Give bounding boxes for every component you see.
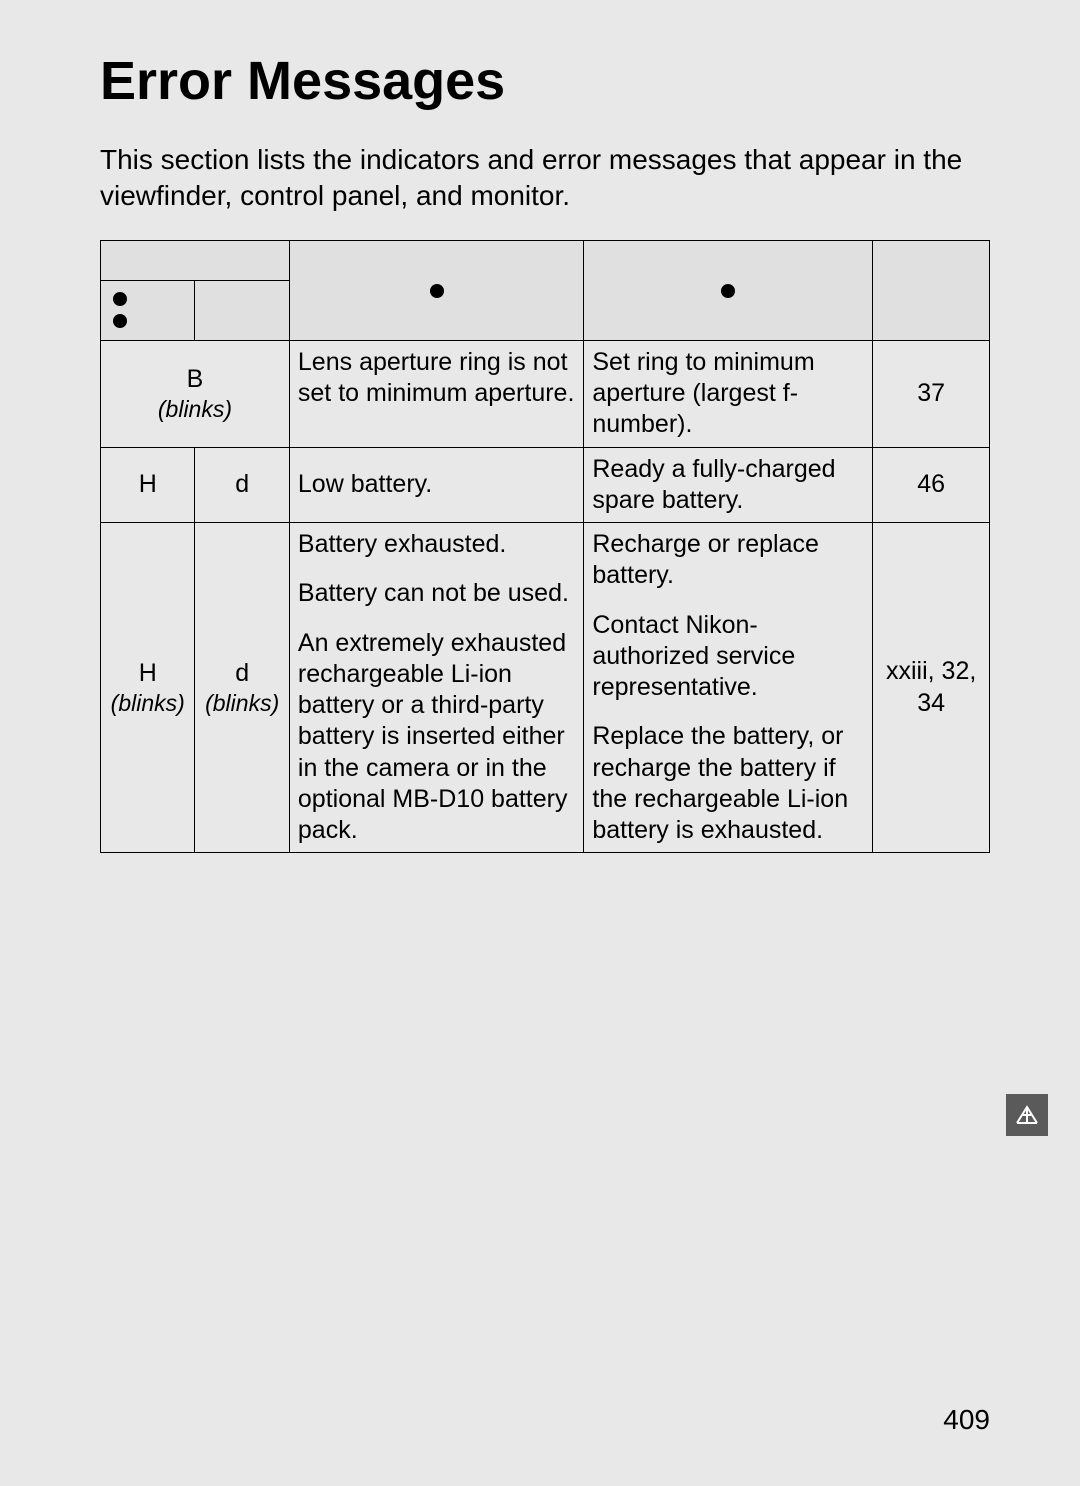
problem-cell: Low battery. [289,447,583,523]
error-messages-table: B (blinks) Lens aperture ring is not set… [100,240,990,854]
indicator-symbol: B [109,364,281,395]
problem-item: An extremely exhausted rechargeable Li-i… [298,628,575,847]
table-row: H (blinks) d (blinks) Battery exhausted.… [101,523,990,853]
problem-cell: Battery exhausted. Battery can not be us… [289,523,583,853]
solution-cell: Recharge or replace battery. Contact Nik… [584,523,873,853]
table-header-row-1 [101,240,990,280]
problem-item: Battery exhausted. [298,529,575,560]
header-indicator-sub-1 [101,280,195,340]
indicator-note: (blinks) [203,689,280,718]
header-solution [584,240,873,340]
dot-icon [721,284,735,298]
dot-icon [113,292,127,306]
indicator-cell-2: d [195,447,289,523]
dot-icon [430,284,444,298]
page-ref-cell: 46 [873,447,990,523]
solution-item: Replace the battery, or recharge the bat… [592,721,864,846]
page-number: 409 [943,1404,990,1436]
page-ref-cell: 37 [873,340,990,447]
indicator-symbol: H [109,658,186,689]
page-title: Error Messages [100,50,990,112]
indicator-cell: B (blinks) [101,340,290,447]
indicator-cell-1: H (blinks) [101,523,195,853]
manual-page: Error Messages This section lists the in… [0,0,1080,1486]
problem-cell: Lens aperture ring is not set to minimum… [289,340,583,447]
section-tab-icon [1006,1094,1048,1136]
solution-item: Contact Nikon-authorized service represe… [592,610,864,704]
intro-paragraph: This section lists the indicators and er… [100,142,990,215]
page-ref-cell: xxiii, 32, 34 [873,523,990,853]
table-row: H d Low battery. Ready a fully-charged s… [101,447,990,523]
indicator-note: (blinks) [109,395,281,424]
solution-cell: Set ring to minimum aperture (largest f-… [584,340,873,447]
solution-cell: Ready a fully-charged spare battery. [584,447,873,523]
table-row: B (blinks) Lens aperture ring is not set… [101,340,990,447]
indicator-cell-2: d (blinks) [195,523,289,853]
solution-item: Recharge or replace battery. [592,529,864,592]
header-problem [289,240,583,340]
dot-icon [113,314,127,328]
header-indicator-top [101,240,290,280]
indicator-symbol: d [203,658,280,689]
indicator-cell-1: H [101,447,195,523]
problem-item: Battery can not be used. [298,578,575,609]
indicator-note: (blinks) [109,689,186,718]
header-page [873,240,990,340]
header-indicator-sub-2 [195,280,289,340]
